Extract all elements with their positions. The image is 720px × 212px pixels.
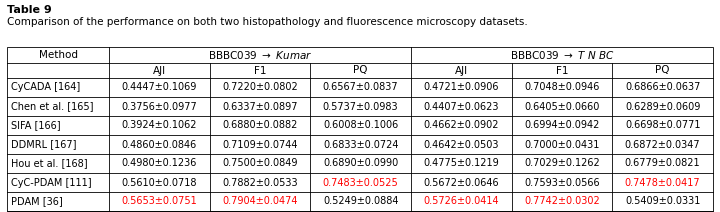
Text: Table 9: Table 9 — [7, 5, 52, 15]
Text: Hou et al. [168]: Hou et al. [168] — [11, 159, 88, 169]
Text: 0.6872±0.0347: 0.6872±0.0347 — [625, 139, 701, 149]
Text: 0.5726±0.0414: 0.5726±0.0414 — [423, 197, 499, 206]
Text: SIFA [166]: SIFA [166] — [11, 120, 60, 131]
Text: BBBC039 $\rightarrow$ $\it{T}$ $\it{N}$ $\it{BC}$: BBBC039 $\rightarrow$ $\it{T}$ $\it{N}$ … — [510, 49, 614, 61]
Text: 0.5610±0.0718: 0.5610±0.0718 — [122, 177, 197, 187]
Text: 0.6880±0.0882: 0.6880±0.0882 — [222, 120, 297, 131]
Text: 0.7593±0.0566: 0.7593±0.0566 — [524, 177, 600, 187]
Text: 0.7882±0.0533: 0.7882±0.0533 — [222, 177, 298, 187]
Text: 0.7904±0.0474: 0.7904±0.0474 — [222, 197, 298, 206]
Text: 0.4775±0.1219: 0.4775±0.1219 — [423, 159, 499, 169]
Text: BBBC039 $\rightarrow$ $\it{Kumar}$: BBBC039 $\rightarrow$ $\it{Kumar}$ — [208, 49, 312, 61]
Text: 0.6833±0.0724: 0.6833±0.0724 — [323, 139, 398, 149]
Bar — [7, 47, 713, 211]
Text: 0.4860±0.0846: 0.4860±0.0846 — [122, 139, 197, 149]
Text: 0.5409±0.0331: 0.5409±0.0331 — [625, 197, 701, 206]
Text: Chen et al. [165]: Chen et al. [165] — [11, 102, 94, 112]
Text: Comparison of the performance on both two histopathology and fluorescence micros: Comparison of the performance on both tw… — [7, 17, 528, 27]
Text: 0.5672±0.0646: 0.5672±0.0646 — [423, 177, 499, 187]
Text: AJI: AJI — [153, 66, 166, 75]
Text: 0.6567±0.0837: 0.6567±0.0837 — [323, 82, 398, 92]
Text: 0.4642±0.0503: 0.4642±0.0503 — [423, 139, 499, 149]
Text: AJI: AJI — [455, 66, 468, 75]
Text: Method: Method — [38, 50, 78, 60]
Text: 0.6994±0.0942: 0.6994±0.0942 — [524, 120, 600, 131]
Text: 0.5249±0.0884: 0.5249±0.0884 — [323, 197, 398, 206]
Text: 0.7500±0.0849: 0.7500±0.0849 — [222, 159, 298, 169]
Text: 0.7048±0.0946: 0.7048±0.0946 — [524, 82, 600, 92]
Text: 0.7109±0.0744: 0.7109±0.0744 — [222, 139, 298, 149]
Text: F1: F1 — [556, 66, 568, 75]
Text: 0.7000±0.0431: 0.7000±0.0431 — [524, 139, 600, 149]
Text: 0.5737±0.0983: 0.5737±0.0983 — [323, 102, 398, 112]
Text: 0.6289±0.0609: 0.6289±0.0609 — [625, 102, 701, 112]
Text: 0.4980±0.1236: 0.4980±0.1236 — [122, 159, 197, 169]
Text: PDAM [36]: PDAM [36] — [11, 197, 63, 206]
Text: 0.6779±0.0821: 0.6779±0.0821 — [625, 159, 701, 169]
Text: 0.4721±0.0906: 0.4721±0.0906 — [423, 82, 499, 92]
Text: DDMRL [167]: DDMRL [167] — [11, 139, 76, 149]
Text: 0.6008±0.1006: 0.6008±0.1006 — [323, 120, 398, 131]
Text: F1: F1 — [253, 66, 266, 75]
Text: 0.3756±0.0977: 0.3756±0.0977 — [122, 102, 197, 112]
Text: 0.3924±0.1062: 0.3924±0.1062 — [122, 120, 197, 131]
Text: 0.5653±0.0751: 0.5653±0.0751 — [122, 197, 197, 206]
Text: 0.6405±0.0660: 0.6405±0.0660 — [524, 102, 600, 112]
Text: 0.7029±0.1262: 0.7029±0.1262 — [524, 159, 600, 169]
Text: 0.4662±0.0902: 0.4662±0.0902 — [423, 120, 499, 131]
Text: PQ: PQ — [655, 66, 670, 75]
Text: 0.6890±0.0990: 0.6890±0.0990 — [323, 159, 398, 169]
Text: CyCADA [164]: CyCADA [164] — [11, 82, 80, 92]
Text: 0.6698±0.0771: 0.6698±0.0771 — [625, 120, 701, 131]
Text: 0.6866±0.0637: 0.6866±0.0637 — [625, 82, 701, 92]
Text: 0.7478±0.0417: 0.7478±0.0417 — [625, 177, 701, 187]
Text: 0.7220±0.0802: 0.7220±0.0802 — [222, 82, 298, 92]
Text: 0.6337±0.0897: 0.6337±0.0897 — [222, 102, 298, 112]
Text: CyC-PDAM [111]: CyC-PDAM [111] — [11, 177, 91, 187]
Text: 0.4447±0.1069: 0.4447±0.1069 — [122, 82, 197, 92]
Text: 0.4407±0.0623: 0.4407±0.0623 — [423, 102, 499, 112]
Text: PQ: PQ — [354, 66, 368, 75]
Text: 0.7483±0.0525: 0.7483±0.0525 — [323, 177, 399, 187]
Text: 0.7742±0.0302: 0.7742±0.0302 — [524, 197, 600, 206]
